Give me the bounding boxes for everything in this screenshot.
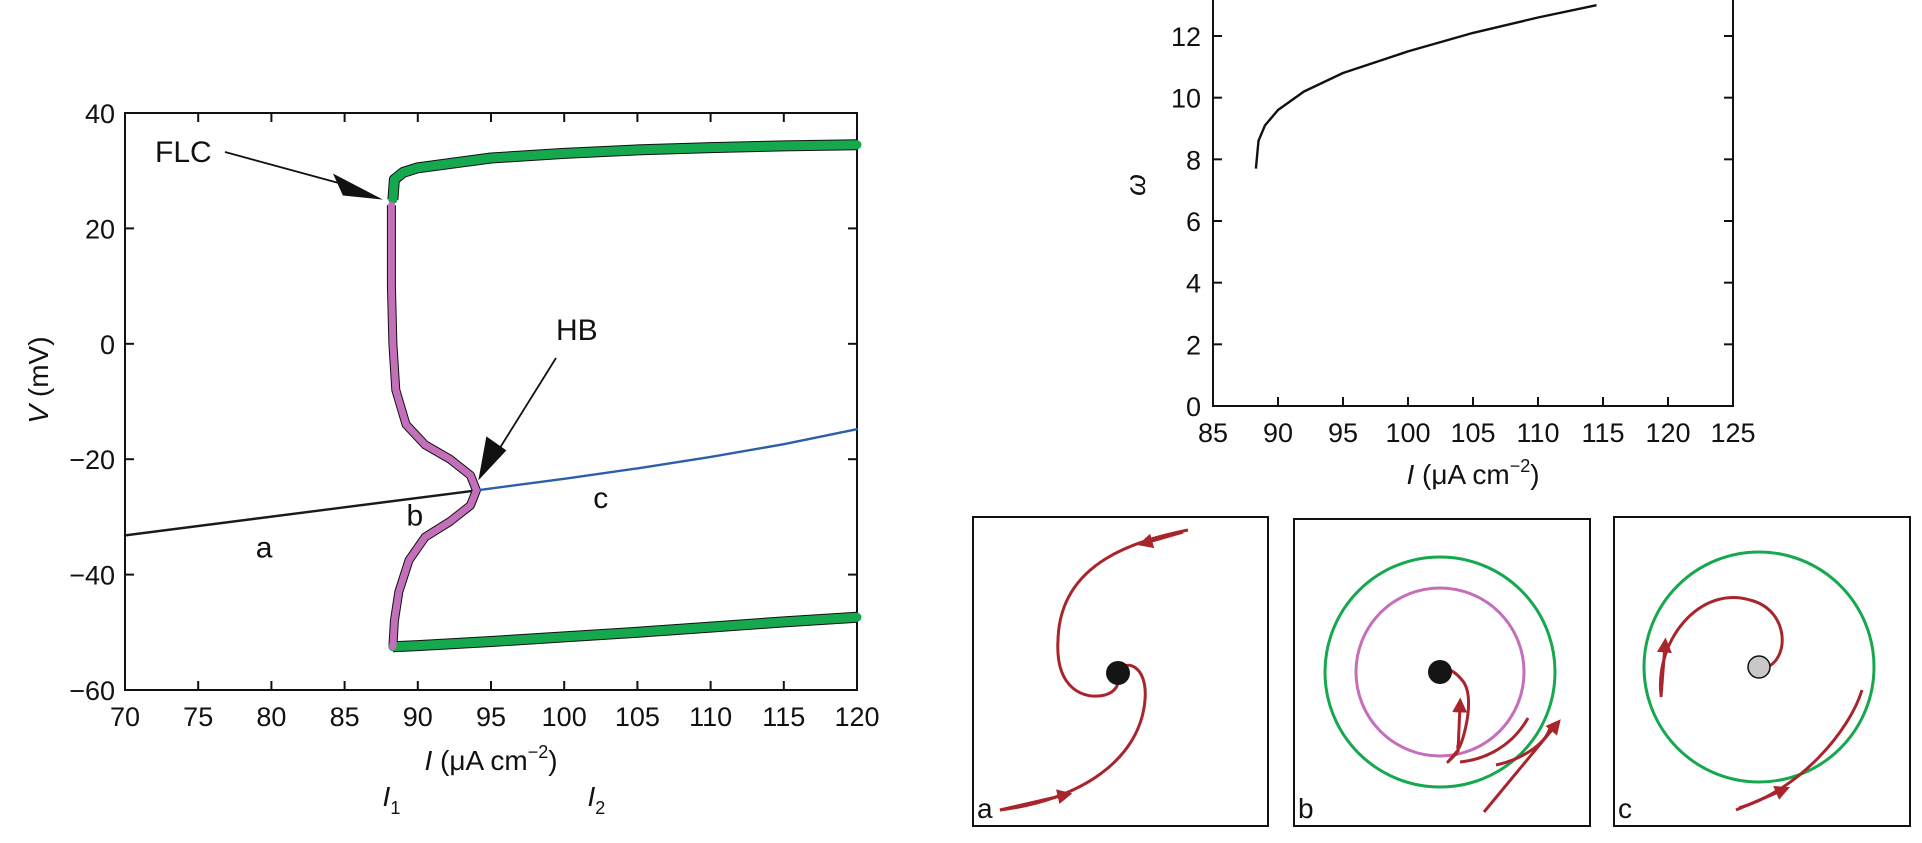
frequency-xtick-label: 115 — [1581, 418, 1624, 448]
critical-current-label-2: I2 — [588, 781, 606, 818]
bifurcation-xtick-label: 120 — [834, 702, 879, 732]
trajectory-a-outer — [1056, 528, 1189, 698]
trajectory-a-arrow-top — [1137, 530, 1184, 549]
stable-limit-cycle-max-curve — [388, 140, 862, 205]
frequency-ytick-label: 8 — [1186, 145, 1201, 175]
stable-equilibrium-b — [1428, 660, 1452, 684]
frequency-ytick-label: 2 — [1186, 330, 1201, 360]
bifurcation-ytick-label: 0 — [100, 330, 115, 360]
stable-rest-curve — [123, 489, 478, 537]
bifurcation-xtick-label: 90 — [403, 702, 433, 732]
frequency-ylabel: ω — [1120, 174, 1151, 196]
bifurcation-ytick-label: 20 — [85, 214, 115, 244]
region-label-b: b — [407, 500, 424, 533]
frequency-ytick-label: 4 — [1186, 269, 1201, 299]
phase-panel-b-frame — [1293, 518, 1591, 827]
frequency-xtick-label: 100 — [1385, 418, 1430, 448]
frequency-xtick-label: 110 — [1516, 418, 1559, 448]
unstable-equilibrium-c — [1747, 655, 1771, 679]
frequency-curve — [1254, 4, 1597, 169]
trajectory-b-spiral — [1446, 749, 1460, 764]
trajectory-b-outer — [1459, 717, 1530, 764]
frequency-xtick-label: 90 — [1263, 418, 1293, 448]
bifurcation-ytick-label: −40 — [69, 561, 115, 591]
bifurcation-xtick-label: 95 — [476, 702, 506, 732]
flc-arrow-line — [224, 151, 349, 187]
frequency-xlabel: I (μA cm−2) — [1406, 456, 1539, 490]
phase-panel-a-letter: a — [977, 793, 993, 824]
stable-limit-cycle-b — [1323, 555, 1557, 789]
hb-arrow-head — [478, 436, 507, 481]
bifurcation-xtick-label: 105 — [615, 702, 660, 732]
bifurcation-xtick-label: 100 — [542, 702, 587, 732]
hb-label: HB — [556, 314, 598, 347]
critical-current-label-1: I1 — [383, 781, 401, 818]
frequency-xtick-label: 105 — [1450, 418, 1495, 448]
bifurcation-plot-frame — [124, 112, 858, 691]
region-label-c: c — [593, 482, 608, 515]
phase-panel-c-letter: c — [1618, 793, 1632, 824]
unstable-rest-curve — [475, 428, 859, 492]
phase-panel-a-frame — [972, 516, 1269, 827]
phase-panel-b-letter: b — [1298, 793, 1314, 824]
bifurcation-ytick-label: 40 — [85, 99, 115, 129]
stable-equilibrium-a — [1106, 661, 1130, 685]
trajectory-b-inner-arrow — [1452, 697, 1468, 753]
frequency-plot-frame — [1212, 0, 1734, 407]
stable-limit-cycle-min-curve — [388, 612, 862, 652]
trajectory-b-hook — [1495, 727, 1552, 767]
trajectory-c-inner-arrow — [1656, 637, 1672, 698]
bifurcation-xtick-label: 75 — [183, 702, 213, 732]
flc-arrow-head — [332, 173, 383, 200]
bifurcation-xtick-label: 85 — [330, 702, 360, 732]
hb-arrow-line — [497, 357, 557, 451]
bifurcation-xtick-label: 70 — [110, 702, 140, 732]
bifurcation-xtick-label: 110 — [689, 702, 732, 732]
frequency-chart: 85 90 95 100 105 110 115 120 125 0 2 4 6 8 10 12 ω I (… — [1120, 0, 1756, 490]
bifurcation-xtick-label: 115 — [762, 702, 805, 732]
frequency-ytick-label: 12 — [1171, 22, 1201, 52]
bifurcation-xlabel: I (μA cm−2) — [424, 742, 557, 776]
frequency-xtick-label: 85 — [1198, 418, 1228, 448]
bifurcation-ylabel: V (mV) — [23, 336, 54, 423]
flc-label: FLC — [155, 136, 212, 169]
bifurcation-ytick-label: −20 — [69, 445, 115, 475]
trajectory-a-arrow-bottom — [999, 789, 1073, 812]
unstable-limit-cycle-curve — [387, 201, 480, 651]
bifurcation-ytick-label: −60 — [69, 676, 115, 706]
unstable-limit-cycle-b — [1354, 586, 1526, 758]
region-label-a: a — [256, 531, 273, 564]
frequency-xtick-label: 125 — [1710, 418, 1755, 448]
phase-panel-b: b — [1293, 518, 1591, 827]
trajectory-c-outer-arrow — [1735, 786, 1790, 812]
frequency-ytick-label: 10 — [1171, 84, 1201, 114]
bifurcation-chart: 70 75 80 85 90 95 100 105 110 115 120 40 20 0 −20 −40 −… — [23, 99, 880, 818]
trajectory-c-outer — [1738, 689, 1864, 810]
trajectory-c-inner — [1658, 596, 1784, 696]
phase-panel-c: c — [1613, 516, 1911, 827]
phase-panel-c-frame — [1613, 516, 1911, 827]
frequency-xtick-label: 95 — [1328, 418, 1358, 448]
frequency-ytick-label: 0 — [1186, 392, 1201, 422]
frequency-xtick-label: 120 — [1645, 418, 1690, 448]
phase-panel-a: a — [972, 516, 1269, 827]
frequency-ytick-label: 6 — [1186, 207, 1201, 237]
bifurcation-xtick-label: 80 — [256, 702, 286, 732]
stable-limit-cycle-c — [1642, 550, 1876, 784]
